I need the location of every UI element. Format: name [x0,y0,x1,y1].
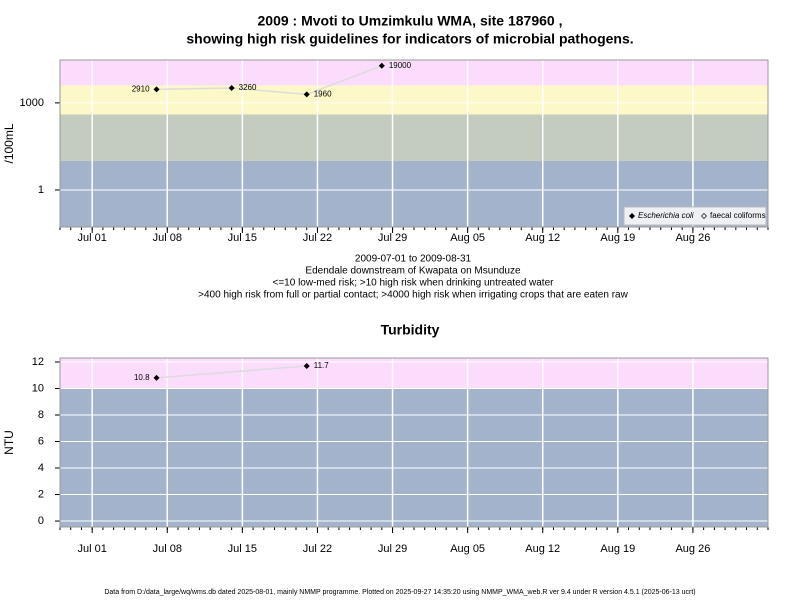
risk-band [60,114,768,161]
x-tick-label: Jul 01 [78,543,107,555]
y-tick-label: 1 [38,184,44,196]
x-tick-label: Jul 22 [303,543,332,555]
risk-band [60,85,768,115]
data-point [228,84,235,91]
x-tick-label: Aug 05 [450,232,485,244]
data-point [378,62,385,69]
data-label: 3260 [239,83,257,92]
note: 2009-07-01 to 2009-08-31 [355,254,472,265]
data-label: 2910 [132,85,150,94]
y-tick-label: 1000 [20,97,44,109]
data-label: 10.8 [134,373,150,382]
data-point [303,362,310,369]
x-tick-label: Jul 08 [153,232,182,244]
x-tick-label: Jul 15 [228,232,257,244]
data-point [303,91,310,98]
y-tick-label: 4 [38,462,44,474]
x-tick-label: Aug 05 [450,543,485,555]
y-axis-title: NTU [2,430,16,455]
legend-label: Escherichia coli [638,211,694,220]
plot-frame [59,357,769,528]
legend-marker [701,213,707,219]
legend-label: faecal coliforms [710,211,766,220]
note: >400 high risk from full or partial cont… [198,290,628,301]
x-tick-label: Jul 01 [78,232,107,244]
x-tick-label: Aug 12 [525,543,560,555]
note: <=10 low-med risk; >10 high risk when dr… [273,278,555,289]
risk-band [60,388,768,527]
x-tick-label: Aug 19 [600,543,635,555]
chart-title: 2009 : Mvoti to Umzimkulu WMA, site 1879… [258,13,563,29]
y-tick-label: 12 [32,356,44,368]
risk-band [60,358,768,389]
data-point [153,86,160,93]
x-tick-label: Jul 08 [153,543,182,555]
data-label: 19000 [389,61,412,70]
x-tick-label: Aug 26 [675,543,710,555]
series-line [156,65,383,96]
y-tick-label: 2 [38,488,44,500]
y-tick-label: 6 [38,435,44,447]
chart-title: showing high risk guidelines for indicat… [186,31,633,47]
data-label: 11.7 [314,361,330,370]
data-label: 1960 [314,90,332,99]
footer: Data from D:/data_large/wq/wms.db dated … [104,589,695,596]
x-tick-label: Jul 15 [228,543,257,555]
chart-title: Turbidity [381,322,440,338]
x-tick-label: Jul 29 [378,543,407,555]
x-tick-label: Jul 22 [303,232,332,244]
legend-box [623,206,767,226]
y-axis-title: /100mL [2,123,16,163]
data-point [153,374,160,381]
y-tick-label: 8 [38,409,44,421]
risk-band [60,60,768,86]
plot-frame [59,59,769,228]
series-line [156,365,307,379]
y-tick-label: 10 [32,382,44,394]
x-tick-label: Aug 19 [600,232,635,244]
note: Edendale downstream of Kwapata on Msundu… [305,266,521,277]
x-tick-label: Aug 12 [525,232,560,244]
x-tick-label: Jul 29 [378,232,407,244]
x-tick-label: Aug 26 [675,232,710,244]
y-tick-label: 0 [38,515,44,527]
legend-marker [629,213,635,219]
